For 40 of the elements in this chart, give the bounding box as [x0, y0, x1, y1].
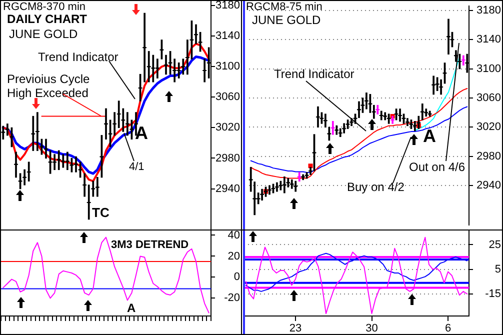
x-tick-label: 6 — [444, 322, 452, 335]
x-tick-label: 23 — [289, 322, 302, 335]
y-tick-label: 2940 — [476, 180, 501, 192]
y-tick-label: 3100 — [216, 60, 240, 73]
y-tick-label: 3180 — [476, 4, 501, 16]
annotation: A — [423, 126, 436, 147]
y-tick-label: 3020 — [216, 122, 240, 134]
annotation: Trend Indicator — [38, 50, 118, 65]
y-tick-label: 3100 — [476, 62, 501, 75]
annotation: 4/1 — [129, 161, 144, 174]
chart-title: RGCM8-75 min — [246, 1, 322, 14]
annotation: A — [135, 123, 148, 144]
x-tick-label: 30 — [366, 322, 378, 335]
annotation: DAILY CHART — [7, 12, 88, 27]
y-tick-label: 20 — [228, 250, 240, 262]
y-tick-label: 0 — [234, 271, 240, 284]
annotation: Previoius Cycle High Exceeded — [7, 72, 91, 101]
y-tick-label: -15 — [485, 288, 501, 300]
y-tick-label: 3140 — [216, 30, 240, 42]
annotation: JUNE GOLD — [9, 27, 78, 42]
y-tick-label: 3020 — [476, 121, 501, 134]
y-tick-label: 40 — [228, 229, 240, 242]
y-tick-label: 5 — [494, 263, 501, 276]
annotation: TC — [92, 205, 110, 221]
y-tick-label: 3060 — [476, 92, 501, 104]
annotation: Out on 4/6 — [409, 160, 466, 175]
annotation: 3M3 DETREND — [111, 239, 189, 252]
y-tick-label: -20 — [224, 292, 240, 304]
y-tick-label: 3060 — [216, 91, 240, 104]
y-tick-label: 2940 — [216, 182, 240, 195]
chart-title: RGCM8-370 min — [3, 1, 86, 14]
annotation: JUNE GOLD — [252, 13, 321, 28]
y-tick-label: 2980 — [476, 150, 501, 162]
y-tick-label: 25 — [488, 238, 501, 251]
annotation: Buy on 4/2 — [347, 180, 404, 195]
y-tick-label: 2980 — [216, 152, 240, 164]
annotation: Trend Indicator — [274, 67, 354, 82]
y-tick-label: 3180 — [216, 0, 240, 12]
annotation: A — [127, 301, 136, 316]
y-tick-label: 3140 — [476, 34, 501, 46]
